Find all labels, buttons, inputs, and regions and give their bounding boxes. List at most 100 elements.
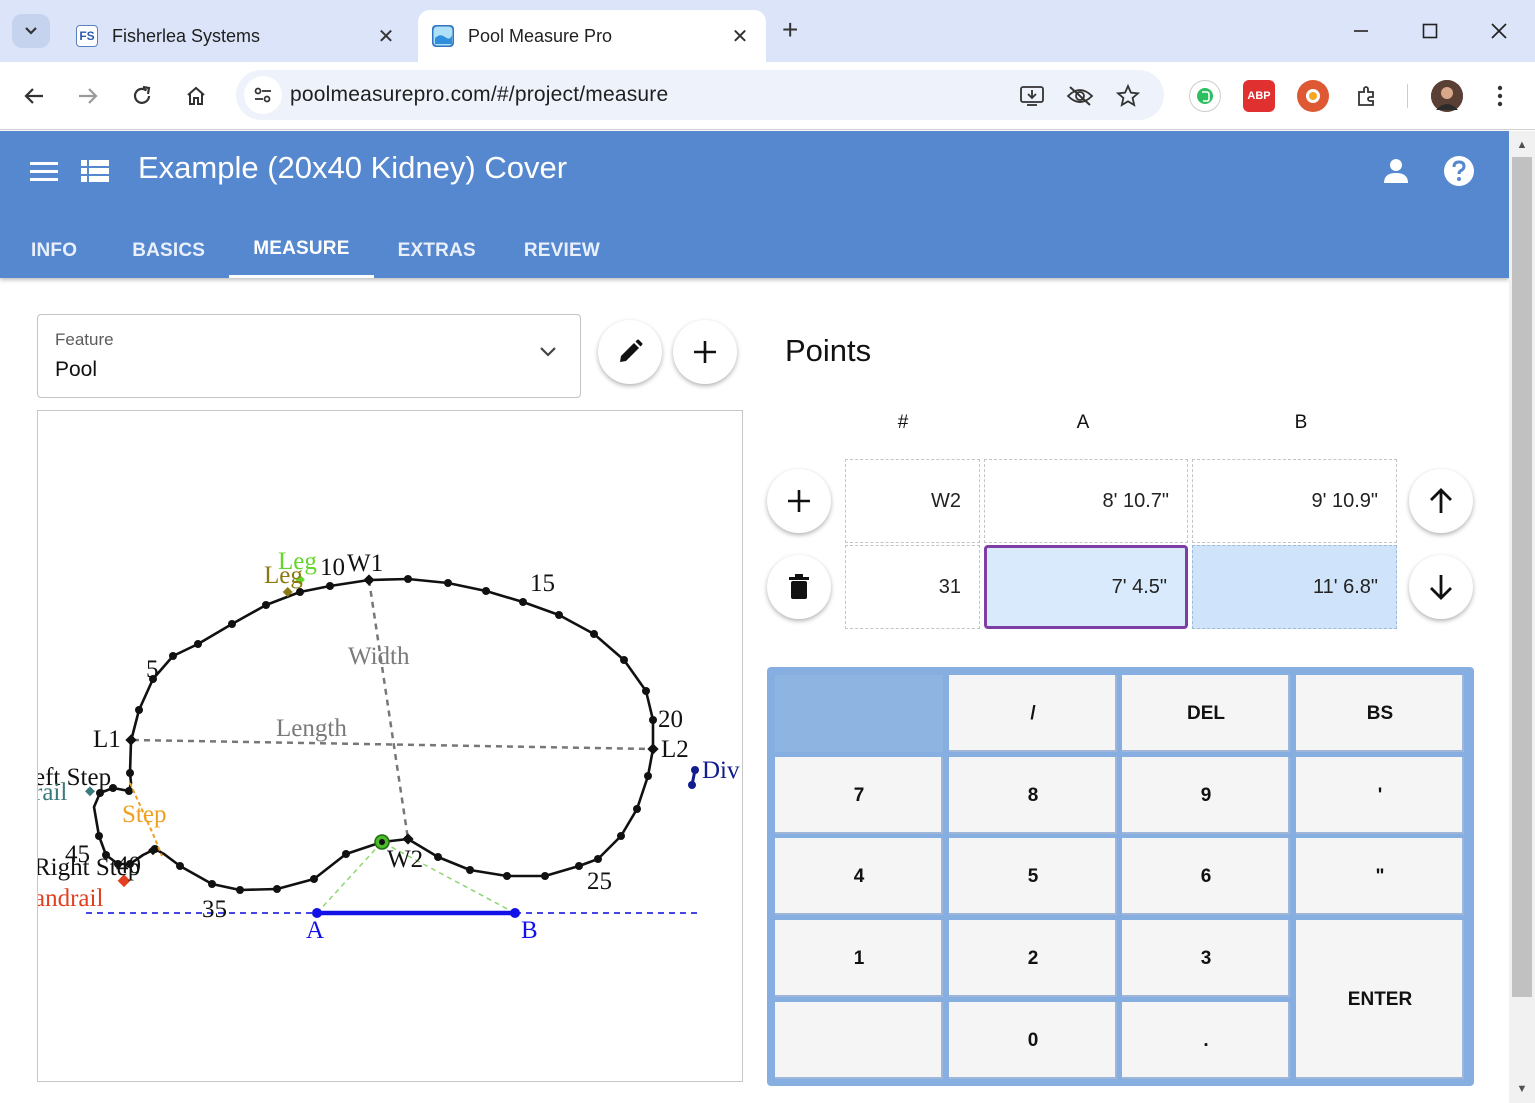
- account-button[interactable]: [1378, 153, 1414, 189]
- cell-text: W2: [931, 489, 961, 512]
- browser-toolbar: poolmeasurepro.com/#/project/measure ABP: [0, 62, 1535, 130]
- add-point-button[interactable]: [767, 469, 831, 533]
- key-4[interactable]: 4: [775, 838, 943, 915]
- column-header-a: A: [1076, 412, 1090, 433]
- key-enter[interactable]: ENTER: [1296, 920, 1464, 1079]
- table-row-0-b[interactable]: 9' 10.9": [1192, 459, 1397, 543]
- scrollbar-thumb[interactable]: [1512, 157, 1532, 997]
- key-5[interactable]: 5: [949, 838, 1117, 915]
- feature-select[interactable]: Feature Pool: [37, 314, 581, 398]
- dive-marker[interactable]: [691, 766, 699, 774]
- cell-text: 11' 6.8": [1312, 575, 1378, 598]
- close-tab-icon[interactable]: ✕: [731, 25, 749, 48]
- extensions-puzzle-icon[interactable]: [1351, 80, 1383, 112]
- vertex-w2[interactable]: [402, 833, 414, 845]
- key-7[interactable]: 7: [775, 757, 943, 834]
- menu-button[interactable]: [26, 153, 62, 189]
- point-b[interactable]: [510, 908, 520, 918]
- point-number-15: 15: [530, 570, 555, 597]
- key-del[interactable]: DEL: [1122, 675, 1290, 752]
- tab-measure[interactable]: MEASURE: [229, 223, 374, 278]
- table-row-1-a[interactable]: 7' 4.5": [984, 545, 1188, 629]
- chevron-down-icon: [540, 347, 556, 357]
- move-up-button[interactable]: [1409, 469, 1473, 533]
- eye-slash-icon[interactable]: [1066, 82, 1094, 110]
- key-decimal[interactable]: .: [1122, 1002, 1290, 1079]
- key-empty: [775, 1002, 943, 1079]
- measure-line-a: [316, 841, 383, 914]
- project-list-button[interactable]: [77, 153, 113, 189]
- close-tab-icon[interactable]: ✕: [377, 25, 395, 48]
- tab-extras[interactable]: EXTRAS: [397, 239, 476, 261]
- more-vert-icon: [1497, 85, 1503, 107]
- address-bar[interactable]: poolmeasurepro.com/#/project/measure: [236, 70, 1164, 120]
- leg-marker[interactable]: [282, 587, 293, 597]
- delete-point-button[interactable]: [767, 555, 831, 619]
- home-button[interactable]: [176, 76, 216, 116]
- edit-feature-button[interactable]: [598, 320, 662, 384]
- rail-label: rail: [38, 779, 67, 806]
- label-l2: L2: [661, 736, 689, 763]
- key-feet[interactable]: ': [1296, 757, 1464, 834]
- minimize-icon: [1354, 30, 1368, 32]
- reload-button[interactable]: [122, 76, 162, 116]
- pool-diagram[interactable]: W1 W2 L1 L2 A B 5 10 15 20 25 35 40 45 W…: [38, 411, 743, 1082]
- trash-icon: [789, 574, 809, 599]
- point-a[interactable]: [312, 908, 322, 918]
- minimize-window-button[interactable]: [1338, 12, 1384, 50]
- tab-info[interactable]: INFO: [31, 239, 78, 261]
- key-slash[interactable]: /: [949, 675, 1117, 752]
- table-row-1-num[interactable]: 31: [845, 545, 980, 629]
- key-2[interactable]: 2: [949, 920, 1117, 997]
- evernote-icon[interactable]: [1189, 80, 1221, 112]
- key-3[interactable]: 3: [1122, 920, 1290, 997]
- maximize-window-button[interactable]: [1407, 12, 1453, 50]
- cell-text: 9' 10.9": [1311, 489, 1378, 512]
- move-down-button[interactable]: [1409, 555, 1473, 619]
- duckduckgo-icon[interactable]: [1297, 80, 1329, 112]
- tab-title: Pool Measure Pro: [468, 25, 613, 46]
- help-button[interactable]: [1441, 153, 1477, 189]
- vertex-l2[interactable]: [647, 743, 659, 755]
- vertex-w1[interactable]: [363, 574, 375, 586]
- adblock-icon[interactable]: ABP: [1243, 80, 1275, 112]
- tab-review[interactable]: REVIEW: [523, 239, 601, 261]
- install-app-icon[interactable]: [1018, 82, 1046, 110]
- new-tab-button[interactable]: +: [782, 14, 799, 45]
- table-row-0-a[interactable]: 8' 10.7": [984, 459, 1188, 543]
- arrow-down-icon: [1430, 575, 1452, 600]
- add-feature-button[interactable]: [673, 320, 737, 384]
- forward-button[interactable]: [68, 76, 108, 116]
- point-number-20: 20: [658, 706, 683, 733]
- browser-tab-fisherlea[interactable]: FS Fisherlea Systems ✕: [62, 10, 412, 62]
- vertex-l1[interactable]: [125, 734, 137, 746]
- back-button[interactable]: [14, 76, 54, 116]
- key-backspace[interactable]: BS: [1296, 675, 1464, 752]
- profile-avatar[interactable]: [1431, 80, 1463, 112]
- browser-menu-button[interactable]: [1480, 76, 1520, 116]
- scroll-down-icon[interactable]: ▼: [1516, 1083, 1528, 1095]
- table-row-0-num[interactable]: W2: [845, 459, 980, 543]
- key-1[interactable]: 1: [775, 920, 943, 997]
- pool-diagram-canvas[interactable]: W1 W2 L1 L2 A B 5 10 15 20 25 35 40 45 W…: [37, 410, 743, 1082]
- key-9[interactable]: 9: [1122, 757, 1290, 834]
- table-row-1-b[interactable]: 11' 6.8": [1192, 545, 1397, 629]
- scroll-up-icon[interactable]: ▲: [1516, 139, 1528, 151]
- left-step-label: eft Step: [38, 764, 111, 791]
- reload-icon: [133, 85, 151, 104]
- point-number-40: 40: [116, 852, 141, 879]
- key-8[interactable]: 8: [949, 757, 1117, 834]
- close-window-button[interactable]: [1476, 12, 1522, 50]
- key-inches[interactable]: ": [1296, 838, 1464, 915]
- tab-basics[interactable]: BASICS: [132, 239, 206, 261]
- point-number-35: 35: [202, 896, 227, 923]
- tab-search-button[interactable]: [12, 14, 50, 48]
- browser-tab-pool-measure-pro[interactable]: Pool Measure Pro ✕: [418, 10, 766, 62]
- list-view-icon: [81, 160, 109, 182]
- key-6[interactable]: 6: [1122, 838, 1290, 915]
- site-info-button[interactable]: [244, 76, 282, 114]
- fisherlea-favicon-icon: FS: [76, 25, 98, 47]
- key-0[interactable]: 0: [949, 1002, 1117, 1079]
- dive-marker-end[interactable]: [688, 781, 696, 789]
- bookmark-star-icon[interactable]: [1114, 82, 1142, 110]
